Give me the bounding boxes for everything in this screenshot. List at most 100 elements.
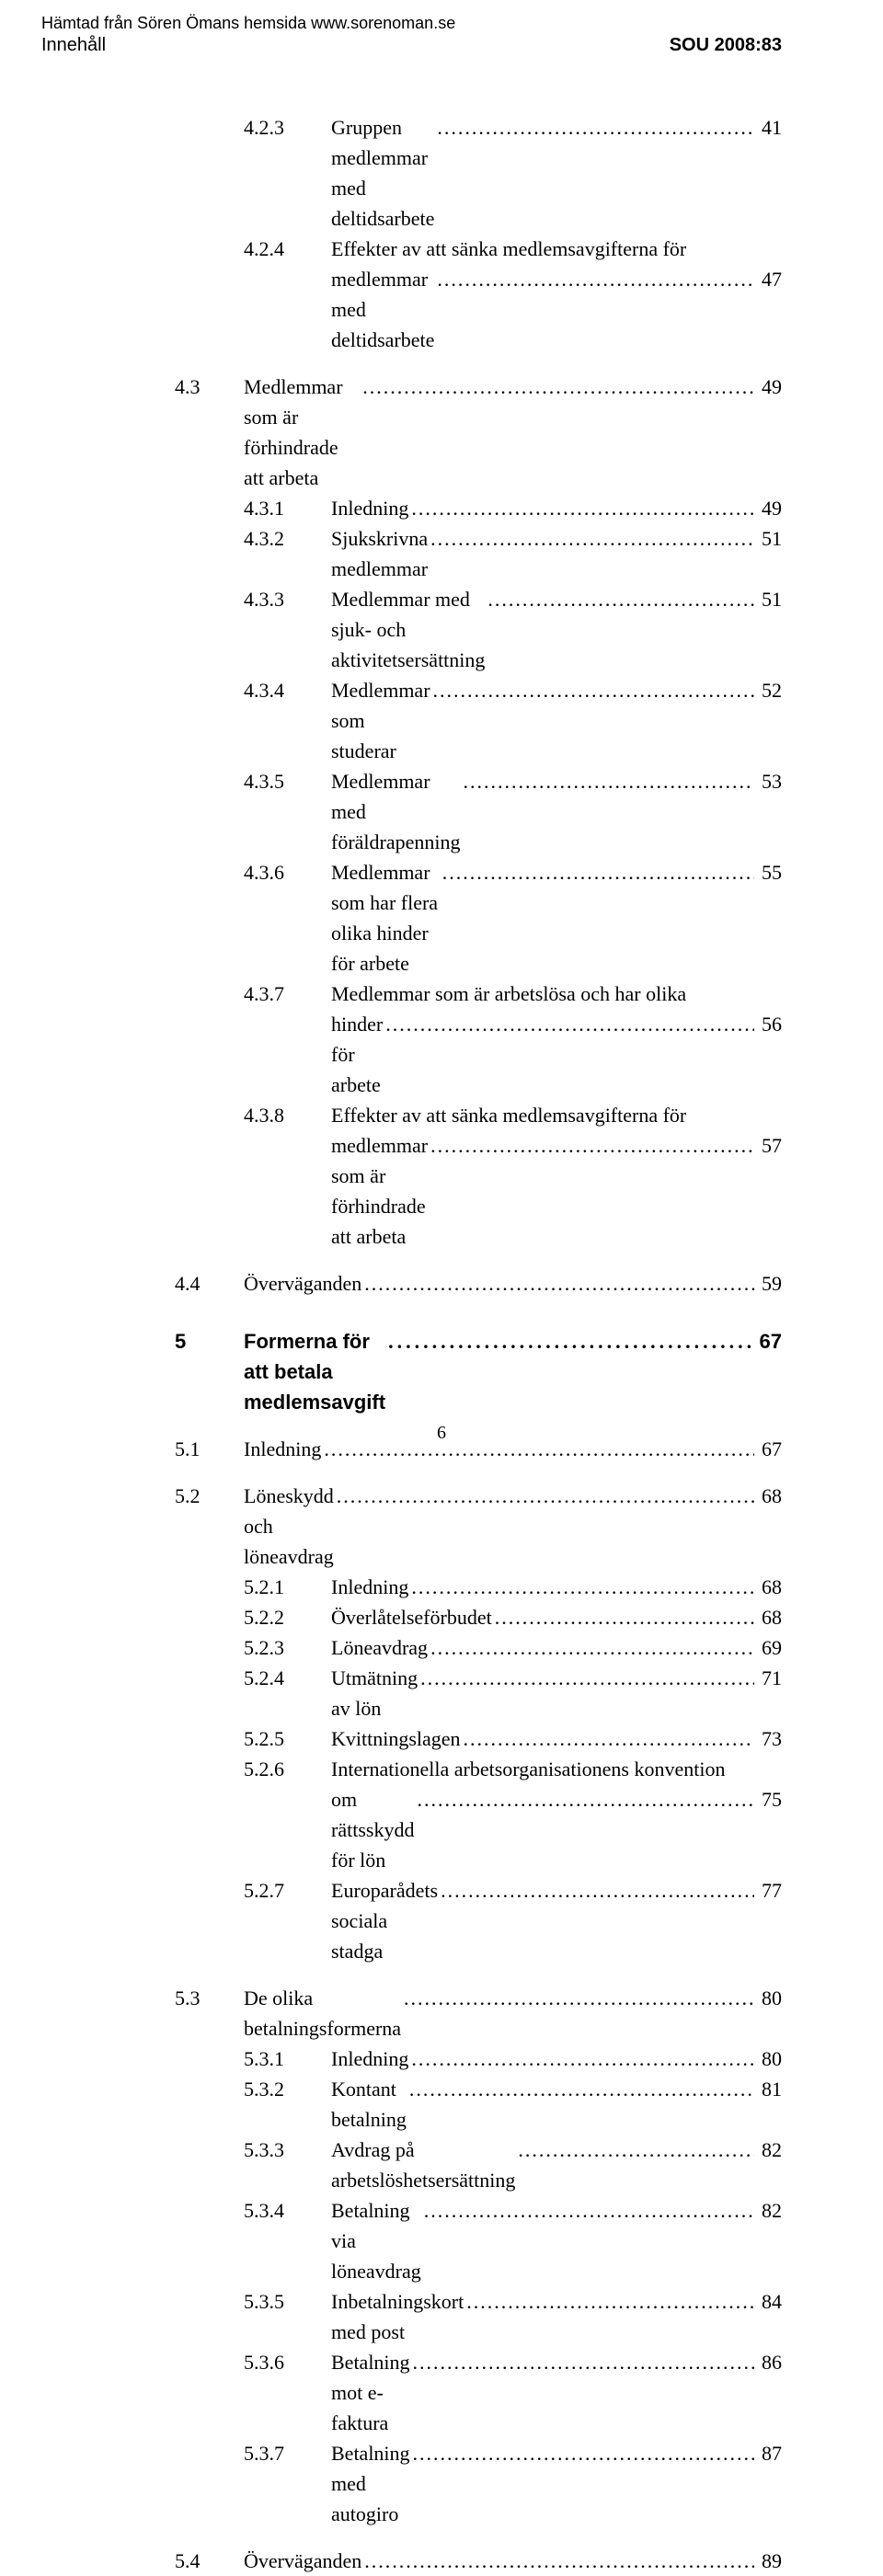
- toc-page: 82: [754, 2135, 782, 2165]
- toc-page: 75: [754, 1784, 782, 1815]
- toc-leader: [361, 2546, 754, 2576]
- toc-entry: 4.3.6 Medlemmar som har flera olika hind…: [175, 857, 782, 979]
- toc-entry: 5.3.4 Betalning via löneavdrag 82: [175, 2195, 782, 2286]
- toc-leader: [428, 523, 754, 554]
- toc-entry: 5.2.7 Europarådets sociala stadga 77: [175, 1875, 782, 1966]
- toc-leader: [464, 2286, 754, 2317]
- running-header-left: Innehåll: [41, 35, 106, 56]
- toc-number: 5.2: [175, 1481, 244, 1511]
- toc-number: 4.3.4: [175, 675, 331, 705]
- toc-number: 5.2.3: [175, 1632, 331, 1663]
- toc-page: 69: [754, 1632, 782, 1663]
- toc-leader: [410, 2347, 754, 2377]
- toc-entry: 4.3.3 Medlemmar med sjuk- och aktivitets…: [175, 584, 782, 675]
- toc-leader: [407, 2074, 754, 2104]
- toc-entry: 5.3.3 Avdrag på arbetslöshetsersättning …: [175, 2135, 782, 2195]
- toc-leader: [408, 1572, 754, 1602]
- toc-entry: 5.2.5 Kvittningslagen 73: [175, 1723, 782, 1754]
- toc-leader: [428, 1130, 754, 1161]
- toc-entry-cont: medlemmar som är förhindrade att arbeta …: [175, 1130, 782, 1252]
- toc-page: 57: [754, 1130, 782, 1161]
- toc-number: 5.3.4: [175, 2195, 331, 2226]
- toc-page: 77: [754, 1875, 782, 1906]
- toc-entry: 5.3.2 Kontant betalning 81: [175, 2074, 782, 2135]
- toc-label: Europarådets sociala stadga: [331, 1875, 438, 1966]
- toc-number: 5.3.3: [175, 2135, 331, 2165]
- toc-number: 5.2.1: [175, 1572, 331, 1602]
- source-note: Hämtad från Sören Ömans hemsida www.sore…: [41, 14, 455, 33]
- toc-number: 5.2.6: [175, 1754, 331, 1784]
- toc-number: 4.3.5: [175, 766, 331, 796]
- toc-page: 80: [754, 2044, 782, 2074]
- toc-entry: 5.3.7 Betalning med autogiro 87: [175, 2438, 782, 2529]
- toc-number: 4.4: [175, 1268, 244, 1299]
- toc-page: 51: [754, 584, 782, 614]
- toc-label: Medlemmar som är arbetslösa och har olik…: [331, 979, 686, 1009]
- toc-entry: 4.3.5 Medlemmar med föräldrapenning 53: [175, 766, 782, 857]
- toc-leader: [421, 2195, 754, 2226]
- toc-page: 53: [754, 766, 782, 796]
- toc-label: Betalning via löneavdrag: [331, 2195, 421, 2286]
- toc-page: 73: [754, 1723, 782, 1754]
- toc-label: Inledning: [331, 2044, 408, 2074]
- toc-entry: 5.3.5 Inbetalningskort med post 84: [175, 2286, 782, 2347]
- toc-label: Kvittningslagen: [331, 1723, 461, 1754]
- toc-page: 52: [754, 675, 782, 705]
- toc-entry-cont: om rättsskydd för lön 75: [175, 1784, 782, 1875]
- toc-page: 49: [754, 372, 782, 402]
- toc-leader: [485, 584, 754, 614]
- toc-label: Överlåtelseförbudet: [331, 1602, 492, 1632]
- toc-number: 5.2.7: [175, 1875, 331, 1906]
- toc-label: Medlemmar som är förhindrade att arbeta: [244, 372, 360, 493]
- toc-number: 5.3.6: [175, 2347, 331, 2377]
- toc-label: Inledning: [331, 493, 408, 523]
- toc-page: 59: [754, 1268, 782, 1299]
- toc-leader: [461, 766, 755, 796]
- toc-label: Internationella arbetsorganisationens ko…: [331, 1754, 725, 1784]
- toc-label: medlemmar som är förhindrade att arbeta: [331, 1130, 428, 1252]
- toc-label: hinder för arbete: [331, 1009, 383, 1100]
- toc-leader: [408, 493, 754, 523]
- toc-page: 68: [754, 1481, 782, 1511]
- toc-number: 5.3.7: [175, 2438, 331, 2468]
- toc-label: Överväganden: [244, 2546, 361, 2576]
- toc-number: 4.2.3: [175, 112, 331, 143]
- toc-number: 5.2.2: [175, 1602, 331, 1632]
- toc-number: 4.3.3: [175, 584, 331, 614]
- toc-page: 55: [754, 857, 782, 887]
- page-number: 6: [0, 1423, 883, 1444]
- toc-entry: 5.3 De olika betalningsformerna 80: [175, 1983, 782, 2044]
- toc-entry: 4.3 Medlemmar som är förhindrade att arb…: [175, 372, 782, 493]
- toc-number: 5.3.2: [175, 2074, 331, 2104]
- toc-page: 86: [754, 2347, 782, 2377]
- toc-page: 82: [754, 2195, 782, 2226]
- toc-leader: [410, 2438, 754, 2468]
- toc-leader: [438, 1875, 754, 1906]
- toc-label: Betalning med autogiro: [331, 2438, 410, 2529]
- toc-entry: 5.3.6 Betalning mot e-faktura 86: [175, 2347, 782, 2438]
- toc-leader: [360, 372, 754, 402]
- toc-page: 47: [754, 264, 782, 294]
- toc-leader: [334, 1481, 754, 1511]
- toc-label: Formerna för att betala medlemsavgift: [244, 1326, 385, 1417]
- toc-entry-cont: medlemmar med deltidsarbete 47: [175, 264, 782, 355]
- toc-page: 49: [754, 493, 782, 523]
- toc-leader: [383, 1009, 754, 1039]
- toc-page: 68: [754, 1602, 782, 1632]
- toc-label: Medlemmar med föräldrapenning: [331, 766, 461, 857]
- toc-number: 4.3.8: [175, 1100, 331, 1130]
- toc-entry: 5.2.3 Löneavdrag 69: [175, 1632, 782, 1663]
- toc-number: 5.3.1: [175, 2044, 331, 2074]
- toc-label: Löneavdrag: [331, 1632, 428, 1663]
- toc-label: Betalning mot e-faktura: [331, 2347, 410, 2438]
- toc-label: om rättsskydd för lön: [331, 1784, 414, 1875]
- toc-entry: 4.3.7 Medlemmar som är arbetslösa och ha…: [175, 979, 782, 1009]
- page: Hämtad från Sören Ömans hemsida www.sore…: [0, 0, 883, 1481]
- toc-entry: 5.2.4 Utmätning av lön 71: [175, 1663, 782, 1723]
- toc-label: Sjukskrivna medlemmar: [331, 523, 428, 584]
- toc-number: 5.3: [175, 1983, 244, 2013]
- toc-label: Medlemmar som har flera olika hinder för…: [331, 857, 440, 979]
- toc-page: 87: [754, 2438, 782, 2468]
- toc-label: Avdrag på arbetslöshetsersättning: [331, 2135, 515, 2195]
- toc-entry: 4.3.8 Effekter av att sänka medlemsavgif…: [175, 1100, 782, 1130]
